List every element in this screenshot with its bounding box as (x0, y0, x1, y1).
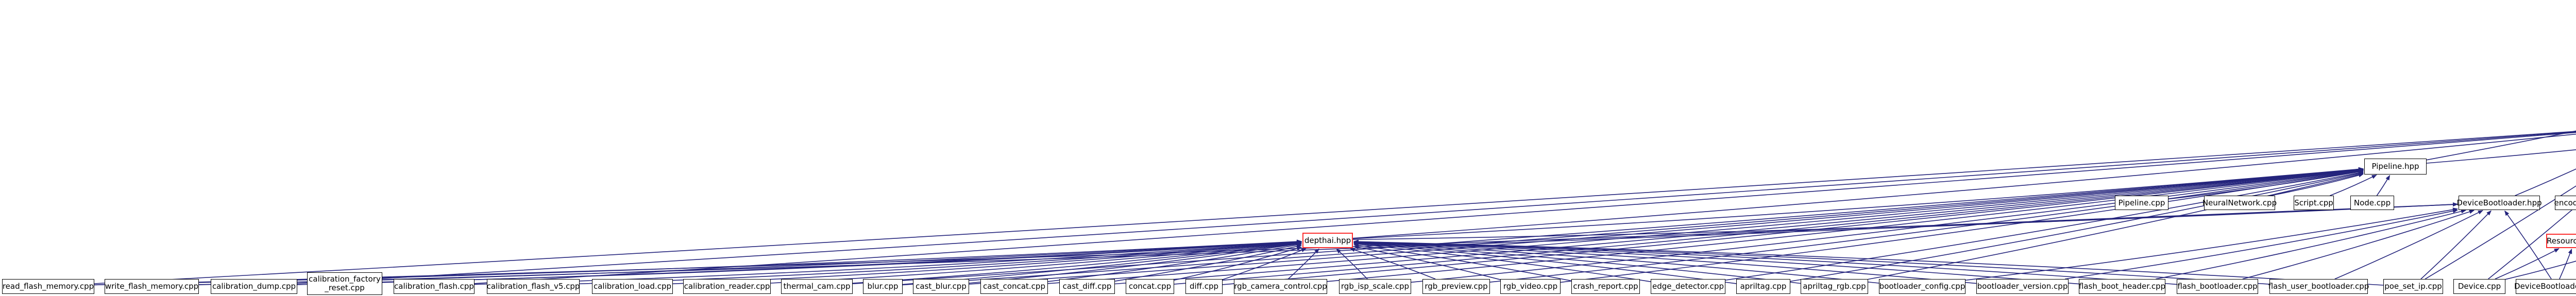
edge-pipeline-hpp-to-boardconfig-hpp (2426, 130, 2576, 161)
node-neuralnetwork-cpp[interactable]: NeuralNetwork.cpp (2202, 196, 2277, 210)
node-concat-cpp[interactable]: concat.cpp (1126, 279, 1174, 294)
edge-poe-set-ip-cpp-to-device-hpp (2425, 185, 2576, 280)
edge-cast-concat-cpp-to-depthai-hpp (1047, 243, 1302, 282)
node-blur-cpp[interactable]: blur.cpp (863, 279, 903, 294)
node-node-cpp[interactable]: Node.cpp (2350, 196, 2394, 210)
edge-write-flash-memory-cpp-to-devicebootloader-hpp (198, 202, 2458, 285)
node-calibration-dump-cpp[interactable]: calibration_dump.cpp (211, 279, 297, 294)
edge-device-cpp-to-logging-hpp (2505, 260, 2576, 280)
node-cast-diff-cpp[interactable]: cast_diff.cpp (1059, 279, 1115, 294)
edge-read-flash-memory-cpp-to-devicebootloader-hpp (94, 202, 2458, 286)
edge-rgb-isp-scale-cpp-to-depthai-hpp (1336, 248, 1368, 280)
node-pipeline-hpp[interactable]: Pipeline.hpp (2364, 159, 2427, 175)
edge-calibration-dump-cpp-to-device-hpp (297, 131, 2576, 284)
node-poe-set-ip-cpp[interactable]: poe_set_ip.cpp (2383, 279, 2443, 294)
node-cast-concat-cpp[interactable]: cast_concat.cpp (980, 279, 1048, 294)
node-calibration-flash-cpp[interactable]: calibration_flash.cpp (394, 279, 474, 294)
node-flash-boot-header-cpp[interactable]: flash_boot_header.cpp (2079, 279, 2165, 294)
node-calibration-reader-cpp[interactable]: calibration_reader.cpp (683, 279, 771, 294)
edge-script-cpp-to-pipeline-hpp (2330, 175, 2377, 196)
edge-calibration-flash-cpp-to-device-hpp (474, 132, 2576, 284)
edge-rgb-video-cpp-to-pipeline-hpp (1560, 169, 2364, 283)
node-edge-detector-cpp[interactable]: edge_detector.cpp (1651, 279, 1725, 294)
node-write-flash-memory-cpp[interactable]: write_flash_memory.cpp (105, 279, 199, 294)
node-apriltag-rgb-cpp[interactable]: apriltag_rgb.cpp (1801, 279, 1868, 294)
edge-flash-boot-header-cpp-to-devicebootloader-hpp (2156, 209, 2466, 280)
node-diff-cpp[interactable]: diff.cpp (1185, 279, 1223, 294)
node-depthai-hpp[interactable]: depthai.hpp (1302, 233, 1353, 248)
edge-crash-report-cpp-to-depthai-hpp (1353, 243, 1572, 282)
edge-flash-user-bootloader-cpp-to-devicebootloader-hpp (2334, 210, 2483, 280)
edge-pipeline-hpp-to-devicebase-hpp (2426, 149, 2576, 164)
node-script-cpp[interactable]: Script.cpp (2294, 196, 2334, 210)
edge-neuralnetwork-cpp-to-pipeline-hpp (2270, 173, 2364, 196)
edge-edge-detector-cpp-to-pipeline-hpp (1725, 170, 2364, 281)
node-read-flash-memory-cpp[interactable]: read_flash_memory.cpp (2, 279, 94, 294)
node-flash-user-bootloader-cpp[interactable]: flash_user_bootloader.cpp (2268, 279, 2369, 294)
node-crash-report-cpp[interactable]: crash_report.cpp (1571, 279, 1640, 294)
edge-cast-blur-cpp-to-pipeline-hpp (969, 167, 2364, 285)
node-calibration-factory-reset-cpp[interactable]: calibration_factory _reset.cpp (307, 272, 382, 295)
edge-depthai-hpp-to-pipeline-hpp (1352, 167, 2364, 239)
node-rgb-preview-cpp[interactable]: rgb_preview.cpp (1422, 279, 1490, 294)
edge-poe-set-ip-cpp-to-devicebootloader-hpp (2420, 210, 2492, 280)
edge-devicebootloader-cpp-to-devicebootloader-hpp (2504, 210, 2552, 280)
node-calibration-load-cpp[interactable]: calibration_load.cpp (592, 279, 673, 294)
edge-rgb-preview-cpp-to-pipeline-hpp (1489, 169, 2364, 283)
edge-rgb-preview-cpp-to-depthai-hpp (1349, 248, 1436, 280)
edge-apriltag-rgb-cpp-to-pipeline-hpp (1868, 172, 2364, 280)
edge-rgb-video-cpp-to-depthai-hpp (1353, 245, 1501, 280)
edge-bootloader-version-cpp-to-devicebootloader-hpp (2064, 209, 2458, 280)
node-rgb-isp-scale-cpp[interactable]: rgb_isp_scale.cpp (1339, 279, 1411, 294)
edge-thermal-cam-cpp-to-depthai-hpp (852, 241, 1302, 284)
edge-apriltag-cpp-to-pipeline-hpp (1790, 171, 2364, 282)
node-flash-bootloader-cpp[interactable]: flash_bootloader.cpp (2177, 279, 2258, 294)
edge-depthai-hpp-to-device-hpp (1352, 133, 2576, 239)
edge-bootloader-config-cpp-to-devicebootloader-hpp (1965, 207, 2458, 281)
edge-calibration-factory-reset-cpp-to-depthai-hpp (382, 239, 1302, 283)
edge-edge-detector-cpp-to-depthai-hpp (1353, 242, 1651, 282)
edge-blur-cpp-to-pipeline-hpp (902, 167, 2364, 286)
node-calibration-flash-v5-cpp[interactable]: calibration_flash_v5.cpp (487, 279, 580, 294)
node-bootloader-version-cpp[interactable]: bootloader_version.cpp (1976, 279, 2069, 294)
edge-device-cpp-to-resources-hpp (2495, 248, 2560, 280)
node-devicebootloader-cpp[interactable]: DeviceBootloader.cpp (2514, 279, 2576, 294)
edge-rgb-camera-control-cpp-to-pipeline-hpp (1327, 168, 2364, 282)
node-rgb-video-cpp[interactable]: rgb_video.cpp (1500, 279, 1561, 294)
edge-thermal-cam-cpp-to-pipeline-hpp (852, 167, 2364, 284)
edge-devicebootloader-hpp-to-device-hpp (2515, 168, 2576, 196)
edge-cast-concat-cpp-to-pipeline-hpp (1047, 167, 2364, 284)
edge-flash-bootloader-cpp-to-devicebootloader-hpp (2242, 210, 2475, 280)
node-cast-blur-cpp[interactable]: cast_blur.cpp (913, 279, 969, 294)
node-resources-hpp[interactable]: Resources.hpp (2546, 234, 2576, 248)
edge-bootloader-config-cpp-to-depthai-hpp (1353, 240, 1879, 284)
edge-flash-bootloader-cpp-to-depthai-hpp (1353, 239, 2177, 285)
node-pipeline-cpp[interactable]: Pipeline.cpp (2115, 196, 2168, 210)
node-thermal-cam-cpp[interactable]: thermal_cam.cpp (781, 279, 853, 294)
node-apriltag-cpp[interactable]: apriltag.cpp (1736, 279, 1790, 294)
node-rgb-camera-control-cpp[interactable]: rgb_camera_control.cpp (1234, 279, 1327, 294)
node-bootloader-config-cpp[interactable]: bootloader_config.cpp (1879, 279, 1965, 294)
edge-diff-cpp-to-depthai-hpp (1222, 248, 1307, 280)
edge-read-flash-memory-cpp-to-device-hpp (94, 131, 2576, 284)
edge-node-cpp-to-pipeline-hpp (2376, 175, 2391, 196)
edge-rgb-isp-scale-cpp-to-pipeline-hpp (1411, 169, 2364, 283)
node-devicebootloader-hpp[interactable]: DeviceBootloader.hpp (2456, 196, 2542, 210)
edge-calibration-reader-cpp-to-depthai-hpp (770, 240, 1302, 284)
node-encoded-frame-test-cpp[interactable]: encoded_frame_test.cpp (2554, 196, 2576, 210)
edge-apriltag-rgb-cpp-to-depthai-hpp (1353, 241, 1801, 284)
edge-flash-boot-header-cpp-to-depthai-hpp (1353, 240, 2079, 285)
node-device-cpp[interactable]: Device.cpp (2453, 279, 2505, 294)
